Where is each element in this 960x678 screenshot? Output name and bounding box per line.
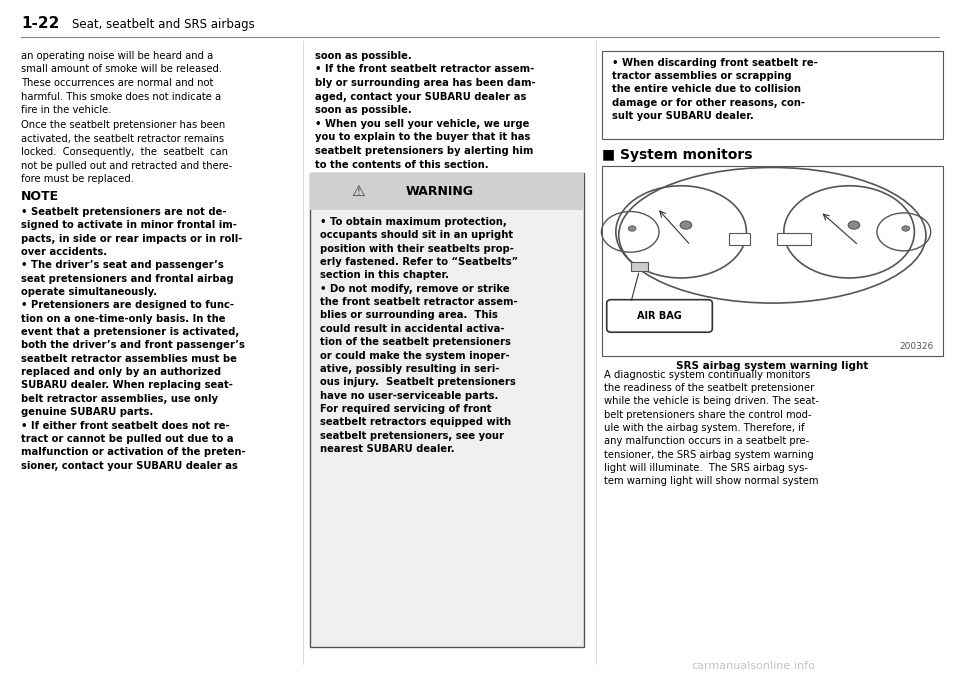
FancyBboxPatch shape xyxy=(602,166,943,356)
FancyBboxPatch shape xyxy=(310,173,584,210)
Bar xyxy=(778,233,810,245)
Text: ⚠: ⚠ xyxy=(351,184,365,199)
Text: SRS airbag system warning light: SRS airbag system warning light xyxy=(676,361,869,372)
Text: • Seatbelt pretensioners are not de-
signed to activate in minor frontal im-
pac: • Seatbelt pretensioners are not de- sig… xyxy=(21,207,246,471)
Text: an operating noise will be heard and a
small amount of smoke will be released.
T: an operating noise will be heard and a s… xyxy=(21,51,223,115)
Text: 1-22: 1-22 xyxy=(21,16,60,31)
Text: A diagnostic system continually monitors
the readiness of the seatbelt pretensio: A diagnostic system continually monitors… xyxy=(604,370,819,486)
Circle shape xyxy=(628,226,636,231)
Circle shape xyxy=(681,221,692,229)
Text: • When discarding front seatbelt re-
tractor assemblies or scrapping
the entire : • When discarding front seatbelt re- tra… xyxy=(612,58,817,121)
FancyBboxPatch shape xyxy=(310,173,584,647)
FancyBboxPatch shape xyxy=(602,51,943,139)
Text: WARNING: WARNING xyxy=(406,184,473,198)
Circle shape xyxy=(901,226,910,231)
Text: Once the seatbelt pretensioner has been
activated, the seatbelt retractor remain: Once the seatbelt pretensioner has been … xyxy=(21,120,232,184)
Text: soon as possible.
• If the front seatbelt retractor assem-
bly or surrounding ar: soon as possible. • If the front seatbel… xyxy=(315,51,536,170)
Text: 200326: 200326 xyxy=(899,342,933,351)
Text: Seat, seatbelt and SRS airbags: Seat, seatbelt and SRS airbags xyxy=(72,18,254,31)
Text: ■ System monitors: ■ System monitors xyxy=(602,148,753,162)
Text: carmanualsonline.info: carmanualsonline.info xyxy=(691,661,815,671)
Ellipse shape xyxy=(618,167,925,303)
Text: NOTE: NOTE xyxy=(21,190,60,203)
Text: • To obtain maximum protection,
occupants should sit in an upright
position with: • To obtain maximum protection, occupant… xyxy=(320,217,517,454)
FancyBboxPatch shape xyxy=(607,300,712,332)
Circle shape xyxy=(849,221,860,229)
Bar xyxy=(631,262,648,271)
Bar xyxy=(730,233,751,245)
Text: AIR BAG: AIR BAG xyxy=(637,311,682,321)
